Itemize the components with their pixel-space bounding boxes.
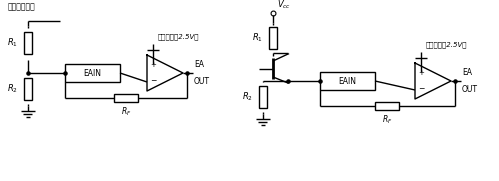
Bar: [320, 72, 375, 90]
Text: R$_F$: R$_F$: [382, 113, 393, 125]
Text: R$_F$: R$_F$: [121, 105, 131, 117]
Text: 基准电压（2.5V）: 基准电压（2.5V）: [426, 42, 468, 48]
Text: EA: EA: [194, 60, 204, 69]
Bar: [65, 64, 120, 82]
Bar: [259, 86, 267, 108]
Bar: [376, 102, 400, 110]
Text: EAIN: EAIN: [83, 68, 101, 77]
Text: EAIN: EAIN: [338, 77, 356, 85]
Bar: [24, 78, 32, 100]
Bar: [24, 32, 32, 54]
Bar: [269, 27, 277, 49]
Text: R$_2$: R$_2$: [242, 91, 253, 103]
Text: R$_1$: R$_1$: [7, 37, 18, 49]
Text: −: −: [150, 76, 156, 85]
Text: OUT: OUT: [194, 77, 210, 86]
Bar: [114, 94, 138, 102]
Text: −: −: [418, 84, 424, 93]
Text: 基准电压（2.5V）: 基准电压（2.5V）: [158, 34, 200, 40]
Text: $V_{cc}$: $V_{cc}$: [277, 0, 291, 11]
Text: OUT: OUT: [462, 85, 478, 94]
Text: +: +: [418, 70, 424, 76]
Text: 来自检测电压: 来自检测电压: [8, 2, 36, 11]
Text: +: +: [150, 62, 156, 68]
Text: R$_2$: R$_2$: [7, 83, 18, 95]
Text: EA: EA: [462, 68, 472, 77]
Text: R$_1$: R$_1$: [252, 32, 263, 44]
